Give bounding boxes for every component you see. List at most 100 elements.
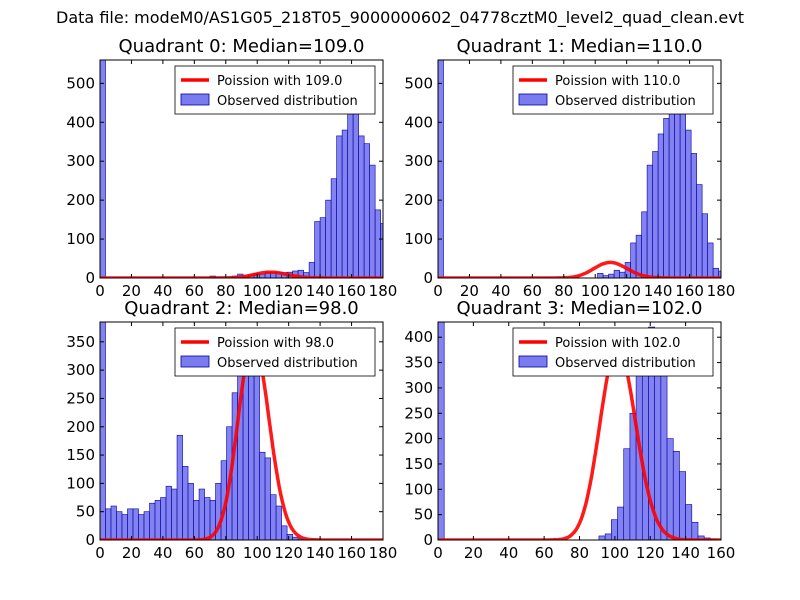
legend: Poission with 98.0 Observed distribution [174, 327, 376, 377]
x-tick-label: 140 [306, 544, 335, 562]
x-tick-label: 0 [433, 544, 443, 562]
x-tick-label: 40 [153, 544, 172, 562]
x-tick-label: 20 [122, 282, 141, 300]
histogram-bar [696, 184, 703, 278]
histogram-bar [281, 525, 288, 540]
histogram-bar [325, 199, 332, 278]
legend-label-observed: Observed distribution [217, 94, 358, 109]
histogram-bar [204, 497, 211, 540]
y-tick-label: 400 [404, 328, 433, 346]
legend-box [512, 327, 714, 377]
y-tick-label: 0 [85, 531, 95, 549]
histogram-bar [347, 96, 354, 278]
legend-hist-swatch [180, 93, 210, 106]
x-tick-label: 0 [95, 544, 105, 562]
x-tick-label: 120 [636, 544, 665, 562]
y-tick-label: 0 [85, 269, 95, 287]
y-tick-label: 500 [404, 74, 433, 92]
histogram-bar [336, 135, 343, 278]
y-tick-label: 200 [404, 430, 433, 448]
y-tick-label: 350 [66, 333, 95, 351]
legend-box [512, 65, 714, 115]
poisson-curve [100, 340, 383, 540]
legend-hist-swatch [518, 355, 548, 368]
histogram-bar [248, 369, 255, 540]
x-tick-label: 120 [274, 544, 303, 562]
histogram-bar [613, 269, 620, 278]
y-tick-label: 100 [404, 480, 433, 498]
histogram-bar [635, 234, 642, 278]
x-tick-label: 120 [612, 282, 641, 300]
x-tick-label: 100 [581, 282, 610, 300]
quadrant-3-chart: Quadrant 3: Median=102.0 0 20 40 60 80 100 120 1… [404, 298, 735, 562]
x-tick-label: 60 [185, 282, 204, 300]
histogram-bar [663, 118, 670, 278]
quadrant-0-chart: Quadrant 0: Median=109.00 20 40 60 80 100 120 1… [66, 36, 420, 300]
histogram-bar [374, 209, 381, 278]
x-tick-label: 40 [491, 282, 510, 300]
histogram-bar [138, 514, 145, 540]
histogram-bar [690, 153, 697, 278]
histogram-bar [105, 508, 112, 540]
histogram-bar [386, 247, 392, 278]
histogram-bar [608, 273, 615, 278]
histogram-bar [691, 521, 699, 540]
axes-frame [99, 321, 384, 541]
legend-label-observed: Observed distribution [555, 356, 696, 371]
poisson-curve [438, 345, 721, 540]
histogram-bar [352, 94, 359, 278]
x-tick-label: 20 [122, 544, 141, 562]
x-tick-label: 100 [243, 282, 272, 300]
histogram-bar [127, 508, 134, 540]
y-tick-label: 300 [66, 361, 95, 379]
chart-title: Quadrant 2: Median=98.0 [124, 298, 359, 319]
histogram-bar [363, 143, 370, 278]
legend-hist-swatch [180, 355, 210, 368]
axes-frame [437, 59, 722, 279]
x-tick-label: 80 [216, 282, 235, 300]
histogram-bar [121, 514, 128, 540]
x-tick-label: 40 [499, 544, 518, 562]
x-tick-label: 80 [554, 282, 573, 300]
x-tick-label: 40 [153, 282, 172, 300]
histogram-bar [286, 534, 293, 540]
x-tick-label: 0 [95, 282, 105, 300]
histogram-bar [623, 448, 631, 540]
y-tick-label: 250 [66, 389, 95, 407]
y-tick-label: 50 [414, 506, 433, 524]
y-tick-label: 350 [404, 354, 433, 372]
histogram-bar [182, 466, 189, 540]
histogram-bar [154, 500, 161, 540]
x-tick-label: 0 [433, 282, 443, 300]
x-tick-label: 160 [707, 544, 736, 562]
histogram-bar [629, 412, 637, 540]
x-tick-label: 60 [185, 544, 204, 562]
histogram-bar [652, 151, 659, 278]
histogram-bar [414, 277, 420, 278]
x-tick-label: 140 [671, 544, 700, 562]
histogram-bar [619, 271, 626, 278]
histogram-bar [392, 262, 398, 278]
histogram-bar [730, 276, 736, 278]
y-tick-label: 300 [66, 152, 95, 170]
histogram-bar [397, 268, 403, 278]
y-tick-label: 100 [66, 230, 95, 248]
y-tick-label: 0 [423, 531, 433, 549]
y-tick-label: 400 [66, 113, 95, 131]
histogram-bar [724, 274, 730, 278]
histogram-bar [438, 60, 444, 278]
figure-title: Data file: modeM0/AS1G05_218T05_90000006… [56, 8, 744, 27]
histogram-bar [143, 511, 150, 540]
chart-title: Quadrant 0: Median=109.0 [119, 36, 365, 57]
histogram-bar [132, 508, 139, 540]
x-tick-label: 20 [464, 544, 483, 562]
histogram-bars [100, 322, 304, 540]
histogram-bar [666, 438, 674, 540]
y-tick-label: 150 [404, 455, 433, 473]
histogram-bar [176, 434, 183, 540]
x-tick-label: 140 [644, 282, 673, 300]
y-tick-label: 100 [404, 230, 433, 248]
y-tick-label: 150 [66, 446, 95, 464]
histogram-bar [116, 511, 123, 540]
